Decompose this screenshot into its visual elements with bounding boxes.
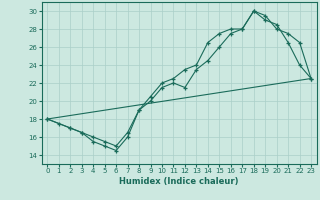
X-axis label: Humidex (Indice chaleur): Humidex (Indice chaleur) (119, 177, 239, 186)
